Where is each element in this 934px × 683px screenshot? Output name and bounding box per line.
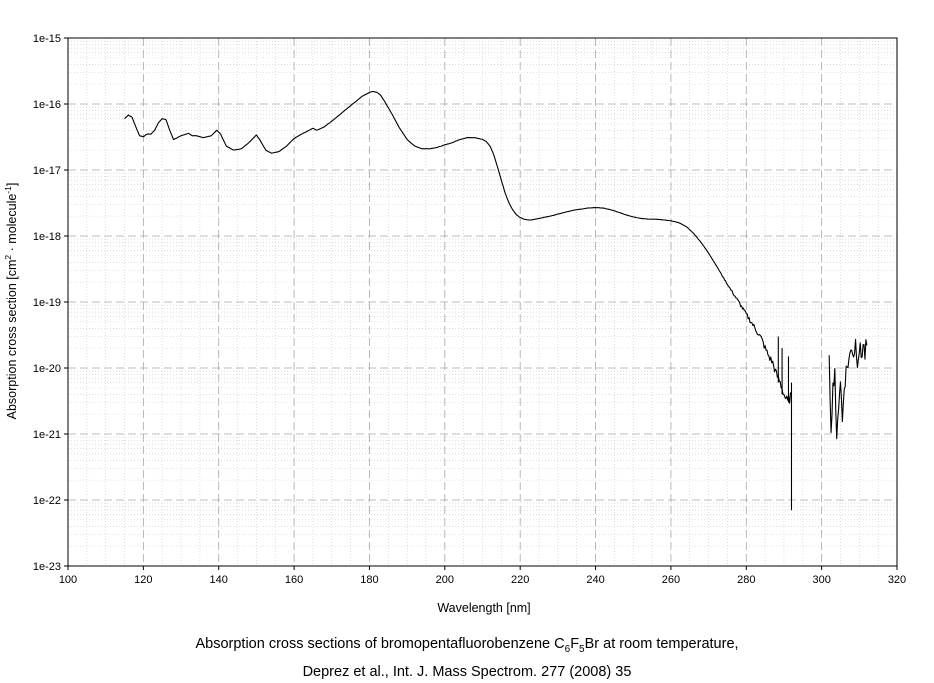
y-tick-label: 1e-19 [33, 297, 61, 309]
x-axis-title: Wavelength [nm] [437, 601, 530, 615]
x-tick-label: 200 [436, 574, 454, 586]
x-tick-label: 280 [737, 574, 755, 586]
y-tick-label: 1e-20 [33, 363, 61, 375]
axis-ticks: 100 120 140 160 180 200 220 240 260 280 300 320 1e-2… [33, 33, 906, 586]
grid [68, 38, 897, 566]
series-line-1 [124, 90, 792, 404]
y-tick-label: 1e-22 [33, 495, 61, 507]
absorption-chart: 100 120 140 160 180 200 220 240 260 280 300 320 1e-2… [0, 0, 934, 640]
y-tick-label: 1e-18 [33, 231, 61, 243]
x-tick-label: 240 [586, 574, 604, 586]
y-tick-label: 1e-15 [33, 33, 61, 45]
x-tick-label: 160 [285, 574, 303, 586]
figure-caption: Absorption cross sections of bromopentaf… [0, 633, 934, 683]
x-tick-label: 140 [210, 574, 228, 586]
x-tick-label: 300 [812, 574, 830, 586]
caption-line-1: Absorption cross sections of bromopentaf… [195, 636, 739, 655]
x-tick-label: 220 [511, 574, 529, 586]
y-axis-title: Absorption cross section [cm2 · molecule… [3, 183, 19, 420]
series-group [124, 90, 868, 511]
series-line-2 [828, 338, 868, 440]
y-tick-label: 1e-17 [33, 165, 61, 177]
x-tick-label: 100 [59, 574, 77, 586]
y-tick-label: 1e-23 [33, 561, 61, 573]
y-tick-label: 1e-16 [33, 99, 61, 111]
x-tick-label: 320 [888, 574, 906, 586]
x-tick-label: 120 [134, 574, 152, 586]
y-tick-label: 1e-21 [33, 429, 61, 441]
x-tick-label: 260 [662, 574, 680, 586]
chart-background [0, 0, 934, 640]
caption-line-2: Deprez et al., Int. J. Mass Spectrom. 27… [302, 663, 632, 680]
x-tick-label: 180 [360, 574, 378, 586]
